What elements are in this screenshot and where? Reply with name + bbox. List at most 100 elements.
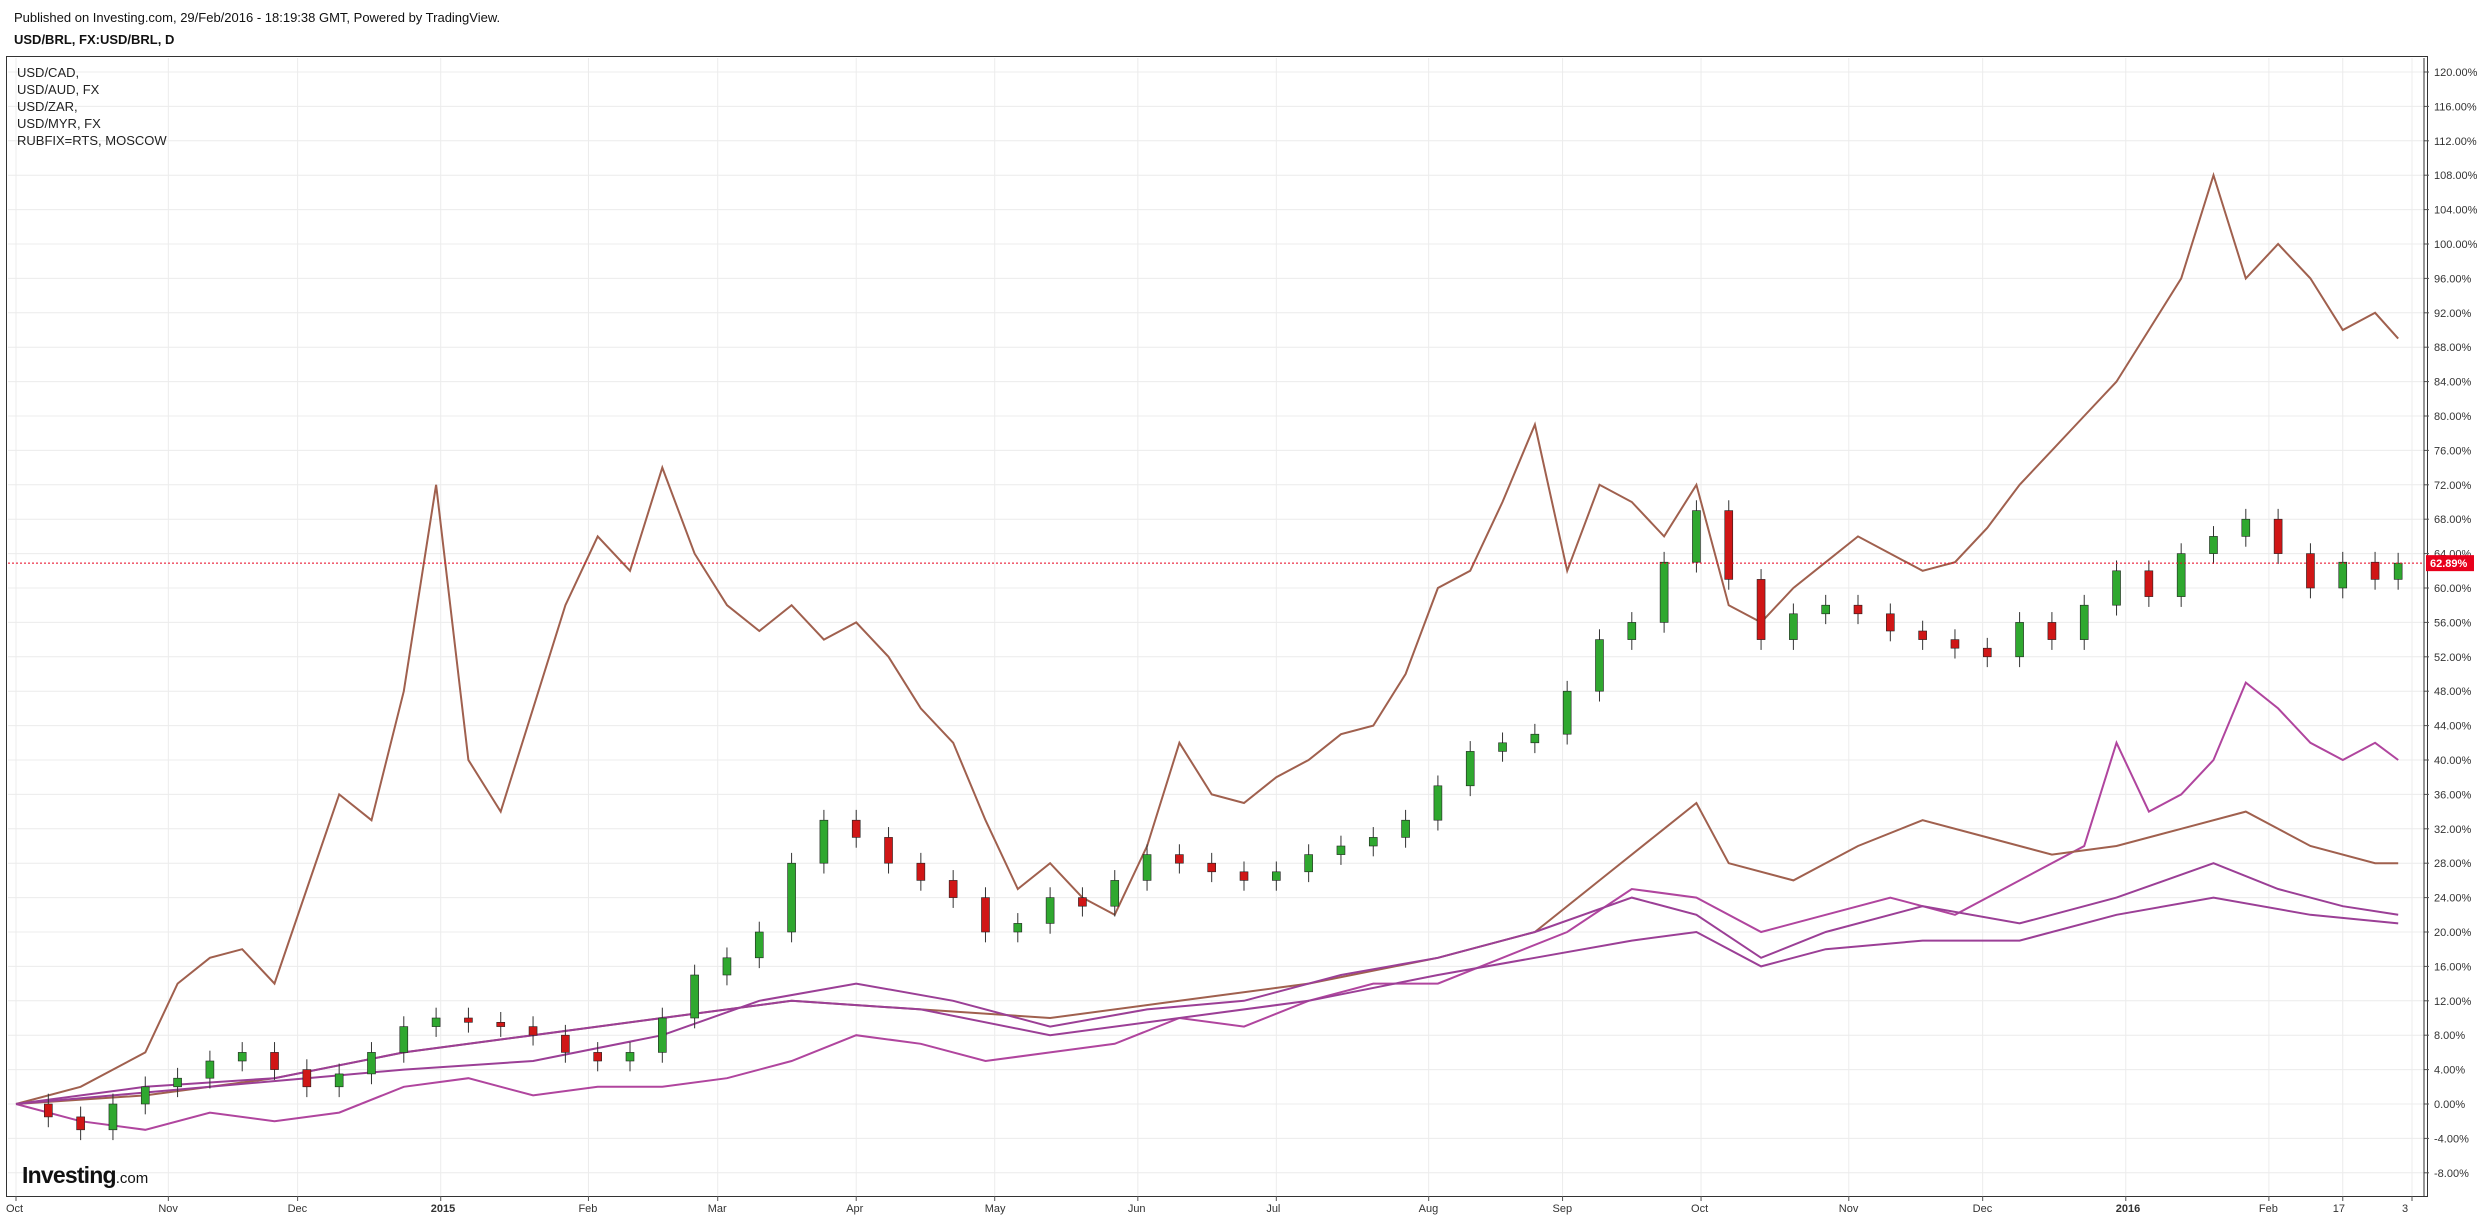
x-tick-label: 2016 <box>2116 1203 2140 1215</box>
candle <box>1659 561 1669 623</box>
y-tick-label: -4.00% <box>2434 1133 2469 1145</box>
investing-logo: Investing.com <box>22 1162 148 1189</box>
candle <box>2015 622 2024 658</box>
y-tick-label: 20.00% <box>2434 927 2472 939</box>
x-tick-label: Feb <box>2259 1203 2278 1215</box>
candle <box>399 1026 409 1053</box>
candle <box>2338 561 2348 589</box>
candle <box>1142 854 1152 881</box>
candle <box>1530 733 1540 744</box>
legend-item-usdmyr: USD/MYR, FX <box>17 116 101 131</box>
candle <box>140 1086 150 1105</box>
y-tick-label: 88.00% <box>2434 342 2472 354</box>
y-tick-label: 76.00% <box>2434 445 2472 457</box>
y-tick-label: 104.00% <box>2434 205 2478 217</box>
candle <box>1595 639 1604 692</box>
logo-brand: Investing <box>22 1162 117 1188</box>
candle <box>1950 639 1960 649</box>
y-tick-label: 28.00% <box>2434 858 2472 870</box>
candle <box>1982 647 1992 658</box>
y-tick-label: 48.00% <box>2434 686 2472 698</box>
candle <box>367 1052 376 1075</box>
x-tick-label: Feb <box>578 1203 597 1215</box>
candle <box>1401 819 1410 838</box>
y-tick-label: 52.00% <box>2434 652 2472 664</box>
legend-item-usdaud: USD/AUD, FX <box>17 82 100 97</box>
candle <box>2047 622 2057 640</box>
candle <box>787 862 796 933</box>
candle <box>205 1060 215 1079</box>
candle <box>1368 837 1378 847</box>
candle <box>1627 622 1637 640</box>
candle <box>1821 604 1830 615</box>
candle <box>1336 845 1346 855</box>
x-tick-label: Jun <box>1128 1203 1146 1215</box>
x-tick-label: Dec <box>288 1203 308 1215</box>
candle <box>302 1069 312 1088</box>
candle <box>76 1116 85 1131</box>
candle <box>464 1017 473 1023</box>
candle <box>722 957 732 976</box>
candle <box>270 1052 279 1070</box>
y-tick-label: 32.00% <box>2434 824 2472 836</box>
candle <box>1562 690 1572 735</box>
y-tick-label: 16.00% <box>2434 961 2472 973</box>
legend: USD/CAD, USD/AUD, FX USD/ZAR, USD/MYR, F… <box>17 64 167 149</box>
candle <box>1498 742 1507 752</box>
candle <box>1756 579 1766 640</box>
candle <box>2306 553 2315 589</box>
candle <box>2273 518 2283 554</box>
y-tick-label: -8.00% <box>2434 1168 2469 1180</box>
candle <box>2144 570 2154 597</box>
candle <box>44 1103 53 1118</box>
series-line <box>15 896 2399 1105</box>
candle <box>948 880 958 898</box>
x-tick-label: 17 <box>2333 1203 2345 1215</box>
candle <box>981 897 990 933</box>
candle <box>1078 897 1087 907</box>
y-tick-label: 60.00% <box>2434 583 2472 595</box>
x-tick-label: Mar <box>708 1203 727 1215</box>
candle <box>2393 562 2403 580</box>
symbol-title: USD/BRL, FX:USD/BRL, D <box>14 32 175 47</box>
y-tick-label: 36.00% <box>2434 789 2472 801</box>
x-tick-label: Aug <box>1419 1203 1439 1215</box>
candle <box>1465 751 1475 787</box>
y-tick-label: 96.00% <box>2434 273 2472 285</box>
candle <box>916 862 926 881</box>
y-tick-label: 68.00% <box>2434 514 2472 526</box>
candle <box>2370 561 2380 580</box>
candle <box>1272 871 1281 881</box>
chart-frame <box>6 56 2428 1197</box>
logo-suffix: .com <box>115 1170 149 1187</box>
x-tick-label: Jul <box>1266 1203 1280 1215</box>
candle <box>1207 862 1216 873</box>
legend-item-usdcad: USD/CAD, <box>17 65 80 80</box>
candle <box>2176 553 2186 597</box>
x-tick-label: Nov <box>1839 1203 1859 1215</box>
series-line <box>15 680 2399 1131</box>
candle <box>108 1103 118 1131</box>
y-tick-label: 100.00% <box>2434 239 2478 251</box>
x-tick-label: Nov <box>158 1203 178 1215</box>
series-line <box>15 171 2399 1105</box>
y-tick-label: 4.00% <box>2434 1065 2465 1077</box>
x-tick-label: May <box>985 1203 1006 1215</box>
y-tick-label: 80.00% <box>2434 411 2472 423</box>
candle <box>625 1052 635 1062</box>
y-tick-label: 8.00% <box>2434 1030 2465 1042</box>
y-tick-label: 116.00% <box>2434 101 2477 113</box>
x-tick-label: Oct <box>6 1203 23 1215</box>
candle <box>496 1021 506 1027</box>
legend-item-rubfix: RUBFIX=RTS, MOSCOW <box>17 133 167 148</box>
candle <box>561 1034 570 1053</box>
candle <box>1692 510 1701 563</box>
y-tick-label: 40.00% <box>2434 755 2472 767</box>
y-tick-label: 92.00% <box>2434 308 2472 320</box>
candle <box>754 931 764 959</box>
candle <box>173 1077 182 1088</box>
y-tick-label: 12.00% <box>2434 996 2472 1008</box>
series-line <box>15 862 2399 1105</box>
candle <box>884 837 893 864</box>
